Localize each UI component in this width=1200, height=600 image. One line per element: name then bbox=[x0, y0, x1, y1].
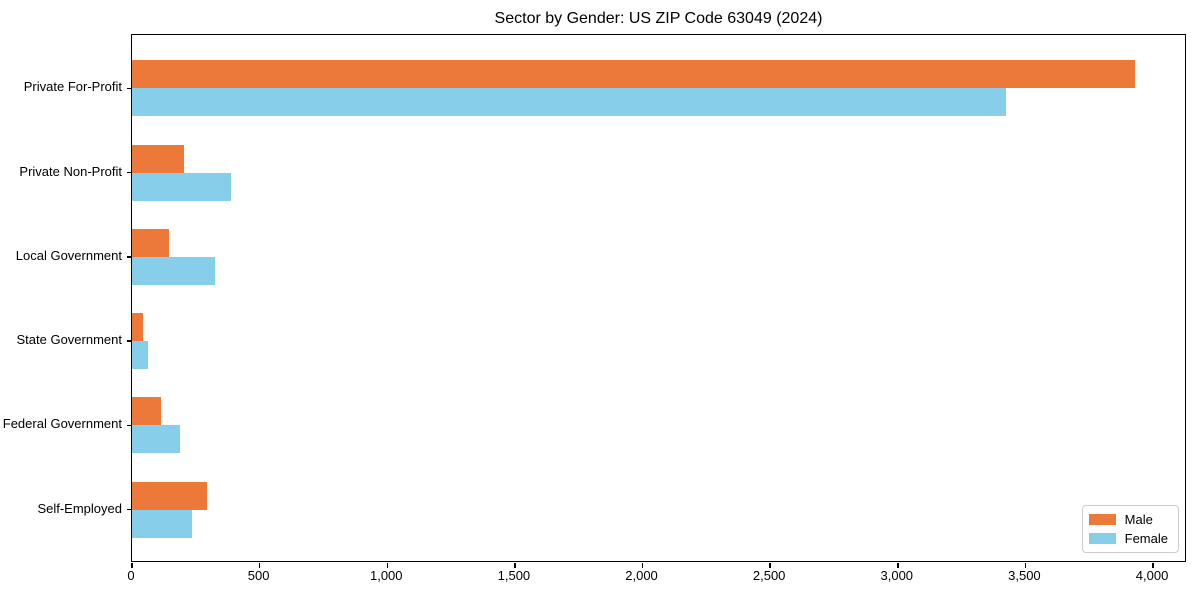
legend-male-swatch bbox=[1088, 514, 1116, 525]
x-tick-label-2000: 2,000 bbox=[625, 568, 658, 583]
bar-male-local-government bbox=[132, 228, 170, 257]
y-tick-label-private-non-profit: Private Non-Profit bbox=[19, 163, 122, 179]
legend-row-female: Female bbox=[1088, 531, 1168, 546]
bar-male-state-government bbox=[132, 313, 143, 342]
x-tick-label-3500: 3,500 bbox=[1008, 568, 1041, 583]
x-axis-labels: 0 500 1,000 1,500 2,000 2,500 3,000 3,500 4,000 bbox=[127, 568, 1186, 586]
x-tick-label-4000: 4,000 bbox=[1135, 568, 1169, 583]
x-tick-mark bbox=[514, 562, 516, 568]
y-axis-labels: Private For-Profit Private Non-Profit Loca… bbox=[0, 34, 122, 562]
y-tick-mark bbox=[127, 424, 132, 427]
bar-female-self-employed bbox=[132, 509, 193, 538]
bar-female-local-government bbox=[132, 256, 216, 285]
legend-row-male: Male bbox=[1088, 512, 1168, 527]
x-tick-label-500: 500 bbox=[247, 568, 270, 583]
x-tick-mark bbox=[1024, 562, 1027, 568]
x-tick-mark bbox=[1152, 562, 1154, 568]
legend: Male Female bbox=[1081, 505, 1179, 553]
x-tick-mark bbox=[131, 562, 133, 568]
legend-female-swatch bbox=[1088, 533, 1116, 544]
plot-area: Male Female bbox=[127, 34, 1186, 568]
x-tick-mark bbox=[258, 562, 261, 568]
x-tick-mark bbox=[769, 562, 771, 568]
chart-title: Sector by Gender: US ZIP Code 63049 (202… bbox=[494, 10, 823, 27]
y-tick-label-federal-government: Federal Government bbox=[2, 416, 122, 432]
bar-female-private-for-profit bbox=[132, 88, 1007, 117]
x-tick-mark bbox=[386, 562, 388, 568]
x-tick-label-2500: 2,500 bbox=[752, 568, 786, 583]
y-tick-mark bbox=[127, 508, 132, 511]
bar-male-self-employed bbox=[132, 481, 208, 510]
y-tick-label-local-government: Local Government bbox=[15, 247, 122, 263]
y-tick-label-self-employed: Self-Employed bbox=[37, 500, 122, 516]
x-tick-mark bbox=[641, 562, 644, 568]
legend-female-label: Female bbox=[1124, 531, 1168, 546]
y-tick-mark bbox=[127, 256, 132, 258]
bar-male-federal-government bbox=[132, 397, 162, 426]
bar-male-private-for-profit bbox=[132, 60, 1136, 89]
legend-male-label: Male bbox=[1124, 512, 1153, 527]
bar-female-federal-government bbox=[132, 425, 181, 454]
y-tick-label-state-government: State Government bbox=[16, 332, 123, 348]
x-tick-label-1000: 1,000 bbox=[369, 568, 403, 583]
y-tick-mark bbox=[127, 340, 132, 342]
y-tick-mark bbox=[127, 87, 132, 90]
bar-male-private-non-profit bbox=[132, 144, 184, 173]
y-tick-mark bbox=[127, 171, 132, 174]
bar-female-state-government bbox=[132, 341, 148, 370]
x-tick-mark bbox=[897, 562, 899, 568]
y-tick-label-private-for-profit: Private For-Profit bbox=[23, 79, 122, 95]
bar-female-private-non-profit bbox=[132, 172, 232, 201]
x-tick-label-1500: 1,500 bbox=[497, 568, 531, 583]
x-tick-label-0: 0 bbox=[127, 568, 135, 583]
x-tick-label-3000: 3,000 bbox=[880, 568, 914, 583]
